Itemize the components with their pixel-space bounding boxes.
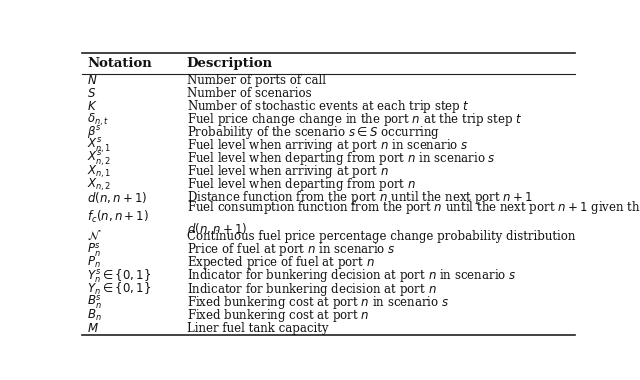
Text: $B_n$: $B_n$ bbox=[88, 307, 102, 323]
Text: $P_n$: $P_n$ bbox=[88, 255, 101, 271]
Text: $X_{n,1}$: $X_{n,1}$ bbox=[88, 163, 112, 180]
Text: Number of ports of call: Number of ports of call bbox=[187, 74, 326, 87]
Text: Fixed bunkering cost at port $n$ in scenario $s$: Fixed bunkering cost at port $n$ in scen… bbox=[187, 294, 449, 310]
Text: $\delta_{n,t}$: $\delta_{n,t}$ bbox=[88, 111, 109, 128]
Text: Fuel level when departing from port $n$: Fuel level when departing from port $n$ bbox=[187, 176, 415, 193]
Text: Fuel level when arriving at port $n$ in scenario $s$: Fuel level when arriving at port $n$ in … bbox=[187, 137, 468, 154]
Text: Fuel price change change in the port $n$ at the trip step $t$: Fuel price change change in the port $n$… bbox=[187, 111, 522, 128]
Text: Distance function from the port $n$ until the next port $n+1$: Distance function from the port $n$ unti… bbox=[187, 189, 532, 206]
Text: Liner fuel tank capacity: Liner fuel tank capacity bbox=[187, 321, 328, 335]
Text: Number of scenarios: Number of scenarios bbox=[187, 87, 311, 100]
Text: $K$: $K$ bbox=[88, 100, 98, 113]
Text: Price of fuel at port $n$ in scenario $s$: Price of fuel at port $n$ in scenario $s… bbox=[187, 241, 396, 258]
Text: $Y^s_n \in \{0, 1\}$: $Y^s_n \in \{0, 1\}$ bbox=[88, 267, 152, 285]
Text: $Y_n \in \{0, 1\}$: $Y_n \in \{0, 1\}$ bbox=[88, 281, 152, 297]
Text: Expected price of fuel at port $n$: Expected price of fuel at port $n$ bbox=[187, 255, 374, 271]
Text: $X_{n,2}$: $X_{n,2}$ bbox=[88, 176, 112, 193]
Text: $\mathcal{N}$: $\mathcal{N}$ bbox=[88, 230, 102, 243]
Text: Number of stochastic events at each trip step $t$: Number of stochastic events at each trip… bbox=[187, 98, 470, 115]
Text: Fuel level when departing from port $n$ in scenario $s$: Fuel level when departing from port $n$ … bbox=[187, 150, 495, 167]
Text: Probability of the scenario $s \in S$ occurring: Probability of the scenario $s \in S$ oc… bbox=[187, 124, 440, 141]
Text: $X^s_{n,2}$: $X^s_{n,2}$ bbox=[88, 149, 112, 168]
Text: Fuel consumption function from the port $n$ until the next port $n+1$ given the : Fuel consumption function from the port … bbox=[187, 199, 640, 236]
Text: $N$: $N$ bbox=[88, 74, 98, 87]
Text: Fuel level when arriving at port $n$: Fuel level when arriving at port $n$ bbox=[187, 163, 388, 180]
Text: $f_c(n, n+1)$: $f_c(n, n+1)$ bbox=[88, 209, 150, 225]
Text: $S$: $S$ bbox=[88, 87, 97, 100]
Text: $\beta^s$: $\beta^s$ bbox=[88, 124, 102, 141]
Text: Description: Description bbox=[187, 57, 273, 70]
Text: Indicator for bunkering decision at port $n$: Indicator for bunkering decision at port… bbox=[187, 280, 436, 298]
Text: $B^s_n$: $B^s_n$ bbox=[88, 293, 102, 311]
Text: Continuous fuel price percentage change probability distribution: Continuous fuel price percentage change … bbox=[187, 230, 575, 243]
Text: Indicator for bunkering decision at port $n$ in scenario $s$: Indicator for bunkering decision at port… bbox=[187, 268, 516, 285]
Text: $d(n, n+1)$: $d(n, n+1)$ bbox=[88, 190, 148, 205]
Text: $X^s_{n,1}$: $X^s_{n,1}$ bbox=[88, 136, 112, 155]
Text: $P^s_n$: $P^s_n$ bbox=[88, 241, 102, 259]
Text: Notation: Notation bbox=[88, 57, 152, 70]
Text: Fixed bunkering cost at port $n$: Fixed bunkering cost at port $n$ bbox=[187, 307, 369, 324]
Text: $M$: $M$ bbox=[88, 321, 99, 335]
